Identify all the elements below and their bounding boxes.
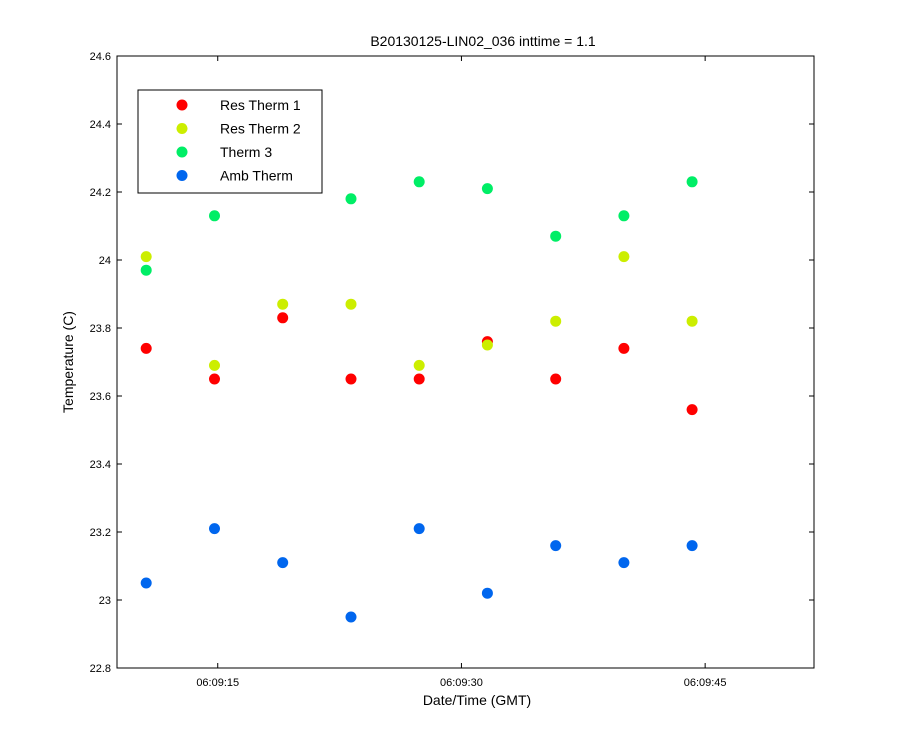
- point-therm-3: [686, 176, 698, 188]
- y-tick-label: 23: [99, 595, 111, 607]
- point-amb-therm: [277, 557, 289, 569]
- legend-label: Res Therm 2: [220, 121, 301, 137]
- point-therm-3: [618, 210, 630, 222]
- point-res-therm-2: [481, 339, 493, 351]
- point-amb-therm: [413, 523, 425, 535]
- chart-title: B20130125-LIN02_036 inttime = 1.1: [370, 33, 596, 49]
- point-res-therm-2: [686, 315, 698, 327]
- y-tick-label: 24.2: [90, 187, 111, 199]
- point-res-therm-1: [413, 373, 425, 385]
- point-therm-3: [140, 264, 152, 276]
- y-tick-label: 24.4: [90, 119, 111, 131]
- point-res-therm-1: [345, 373, 357, 385]
- point-res-therm-1: [209, 373, 220, 385]
- y-tick-label: 22.8: [90, 663, 111, 675]
- legend-marker: [176, 146, 188, 158]
- y-axis-label: Temperature (C): [60, 311, 76, 413]
- point-therm-3: [550, 230, 562, 242]
- point-res-therm-2: [277, 298, 289, 310]
- point-amb-therm: [345, 611, 357, 623]
- legend-marker: [176, 123, 188, 134]
- y-tick-label: 23.4: [90, 459, 111, 471]
- point-res-therm-1: [686, 404, 698, 416]
- point-res-therm-1: [277, 312, 289, 324]
- point-therm-3: [481, 183, 493, 195]
- point-res-therm-1: [550, 373, 562, 385]
- point-res-therm-2: [345, 298, 357, 310]
- legend-label: Res Therm 1: [220, 97, 301, 113]
- point-amb-therm: [140, 577, 152, 589]
- point-amb-therm: [481, 587, 493, 599]
- x-tick-label: 06:09:30: [440, 677, 483, 689]
- y-tick-label: 24: [99, 255, 111, 267]
- point-res-therm-2: [413, 359, 425, 371]
- y-tick-label: 24.6: [90, 51, 111, 63]
- point-amb-therm: [618, 557, 630, 569]
- point-res-therm-1: [140, 342, 152, 354]
- legend-marker: [176, 170, 188, 181]
- point-therm-3: [209, 210, 220, 222]
- x-tick-label: 06:09:45: [684, 677, 727, 689]
- point-amb-therm: [550, 540, 562, 552]
- legend: Res Therm 1 Res Therm 2 Therm 3 Amb Therm: [137, 89, 323, 194]
- legend-box: [137, 89, 323, 194]
- legend-label: Amb Therm: [220, 168, 293, 184]
- point-res-therm-2: [550, 315, 562, 327]
- y-tick-label: 23.6: [90, 391, 111, 403]
- point-therm-3: [345, 193, 357, 205]
- legend-label: Therm 3: [220, 144, 272, 160]
- point-therm-3: [413, 176, 425, 188]
- point-res-therm-2: [209, 359, 220, 371]
- y-tick-label: 23.8: [90, 323, 111, 335]
- legend-marker: [176, 99, 188, 111]
- data-points: [140, 176, 698, 623]
- y-axis: 22.8 23 23.2 23.4 23.6 23.8 24 24.2 24.4 24.6: [90, 51, 814, 675]
- point-res-therm-2: [140, 251, 152, 263]
- x-axis: 06:09:15 06:09:30 06:09:45: [196, 56, 727, 689]
- point-amb-therm: [686, 540, 698, 552]
- point-res-therm-1: [618, 342, 630, 354]
- point-res-therm-2: [618, 251, 630, 263]
- point-amb-therm: [209, 523, 220, 535]
- x-tick-label: 06:09:15: [196, 677, 239, 689]
- y-tick-label: 23.2: [90, 527, 111, 539]
- x-axis-label: Date/Time (GMT): [423, 692, 531, 708]
